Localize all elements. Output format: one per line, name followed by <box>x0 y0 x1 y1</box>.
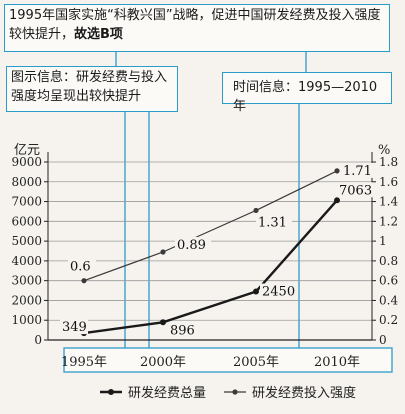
right-tick-label: 0.4 <box>379 293 398 307</box>
left-tick-label: 0 <box>34 333 42 347</box>
data-label-intensity: 0.6 <box>70 260 91 275</box>
annotation-top-answer: 故选B项 <box>74 27 123 42</box>
label-bg <box>175 236 211 252</box>
annotation-left-text: 图示信息：研发经费与投入强度均呈现出较快提升 <box>11 70 168 104</box>
point-intensity <box>81 278 87 284</box>
label-bg <box>337 182 373 198</box>
data-label-intensity: 1.71 <box>343 164 372 179</box>
label-bg <box>168 322 196 338</box>
point-intensity <box>160 249 166 255</box>
right-tick-label: 0.8 <box>379 254 398 268</box>
annotation-left-box: 图示信息：研发经费与投入强度均呈现出较快提升 <box>6 66 178 112</box>
category-label-box <box>63 347 393 373</box>
right-tick-label: 0.2 <box>379 313 398 327</box>
legend-marker-total <box>108 389 114 395</box>
left-tick-label: 6000 <box>11 214 42 228</box>
point-total <box>160 319 166 326</box>
annotation-top-box: 1995年国家实施“科教兴国”战略，促进中国研发经费及投入强度较快提升，故选B项 <box>4 4 390 52</box>
point-total <box>253 288 259 295</box>
right-tick-label: 1 <box>379 234 387 248</box>
left-tick-label: 7000 <box>11 195 42 209</box>
label-bg <box>341 162 377 178</box>
right-tick-label: 0.6 <box>379 274 398 288</box>
data-label-intensity: 1.31 <box>258 215 287 230</box>
data-label-intensity: 0.89 <box>177 238 206 253</box>
data-label-total: 2450 <box>262 285 295 300</box>
point-intensity <box>334 168 340 174</box>
right-tick-label: 1.4 <box>379 195 398 209</box>
annotation-right-text: 时间信息：1995—2010年 <box>233 80 378 114</box>
right-tick-label: 0 <box>379 333 387 347</box>
series-line-intensity <box>83 170 338 282</box>
x-tick-label: 2010年 <box>314 355 360 370</box>
label-bg <box>68 258 96 274</box>
left-tick-label: 2000 <box>11 293 42 307</box>
x-tick-label: 2005年 <box>233 355 279 370</box>
series-line-total <box>83 199 338 335</box>
data-label-total: 7063 <box>339 183 372 198</box>
legend-label-total: 研发经费总量 <box>128 385 206 401</box>
x-tick-label: 2000年 <box>140 355 186 370</box>
label-bg <box>260 283 296 299</box>
annotation-right-box: 时间信息：1995—2010年 <box>222 72 392 114</box>
right-axis-label: % <box>378 143 390 158</box>
data-label-total: 349 <box>62 320 87 335</box>
annotation-top-text: 1995年国家实施“科教兴国”战略，促进中国研发经费及投入强度较快提升， <box>9 8 381 42</box>
left-tick-label: 1000 <box>11 313 42 327</box>
x-tick-label: 1995年 <box>61 355 107 370</box>
data-label-total: 896 <box>170 323 195 338</box>
left-tick-label: 3000 <box>11 274 42 288</box>
legend-label-intensity: 研发经费投入强度 <box>252 385 356 401</box>
right-tick-label: 1.8 <box>379 155 398 169</box>
right-tick-label: 1.6 <box>379 175 398 189</box>
left-tick-label: 8000 <box>11 175 42 189</box>
label-bg <box>60 319 88 335</box>
left-tick-label: 4000 <box>11 254 42 268</box>
legend-marker-intensity <box>232 389 238 395</box>
label-bg <box>256 214 292 230</box>
point-total <box>334 197 340 204</box>
left-tick-label: 5000 <box>11 234 42 248</box>
point-intensity <box>253 207 259 214</box>
right-tick-label: 1.2 <box>379 214 398 228</box>
left-axis-label: 亿元 <box>14 143 40 158</box>
left-tick-label: 9000 <box>11 155 42 169</box>
